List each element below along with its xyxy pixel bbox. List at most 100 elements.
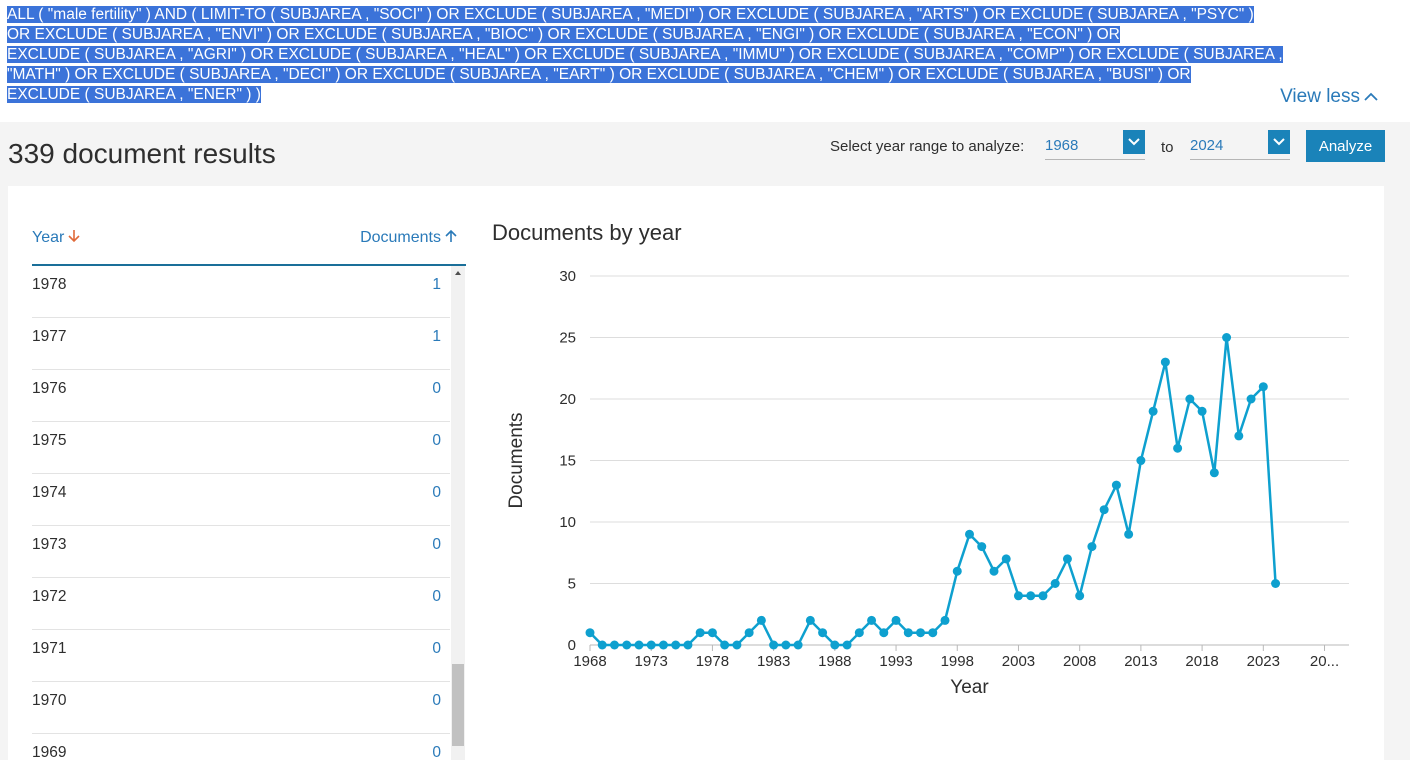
chevron-down-icon bbox=[1268, 130, 1290, 154]
documents-sort-header[interactable]: Documents bbox=[360, 228, 458, 247]
data-point bbox=[769, 640, 779, 650]
data-point bbox=[597, 640, 607, 650]
data-point bbox=[756, 615, 766, 625]
arrow-up-icon bbox=[445, 229, 457, 242]
data-point bbox=[683, 640, 693, 650]
y-tick-label: 0 bbox=[568, 637, 576, 654]
query-line: ALL ( "male fertility" ) AND ( LIMIT-TO … bbox=[7, 6, 1254, 23]
query-block: ALL ( "male fertility" ) AND ( LIMIT-TO … bbox=[0, 0, 1410, 122]
x-tick-label: 2003 bbox=[1002, 653, 1035, 670]
data-point bbox=[1062, 554, 1072, 564]
data-point bbox=[1185, 394, 1195, 404]
data-point bbox=[879, 628, 889, 638]
row-year: 1974 bbox=[32, 484, 67, 501]
data-point bbox=[744, 628, 754, 638]
y-axis-label: Documents bbox=[506, 412, 527, 508]
table-scrollbar[interactable] bbox=[451, 266, 465, 760]
row-count-link[interactable]: 0 bbox=[432, 640, 441, 657]
data-point bbox=[1075, 591, 1085, 601]
data-point bbox=[1258, 382, 1268, 392]
scrollbar-thumb[interactable] bbox=[452, 664, 464, 746]
table-row: 1976 0 bbox=[32, 370, 450, 422]
row-count-link[interactable]: 0 bbox=[432, 380, 441, 397]
results-panel: Year Documents 1978 1 1977 1 1976 0 1975 0 1… bbox=[8, 186, 1384, 760]
y-tick-label: 25 bbox=[559, 330, 576, 347]
data-point bbox=[830, 640, 840, 650]
view-less-label: View less bbox=[1280, 86, 1360, 107]
data-point bbox=[977, 542, 987, 552]
row-year: 1978 bbox=[32, 276, 67, 293]
x-tick-label: 2018 bbox=[1185, 653, 1218, 670]
y-tick-label: 5 bbox=[568, 576, 576, 593]
table-row: 1977 1 bbox=[32, 318, 450, 370]
data-point bbox=[1234, 431, 1244, 441]
data-point bbox=[1026, 591, 1036, 601]
data-point bbox=[658, 640, 668, 650]
query-line: EXCLUDE ( SUBJAREA , "ENER" ) ) bbox=[7, 86, 261, 103]
data-point bbox=[1246, 394, 1256, 404]
year-to-select[interactable]: 2024 bbox=[1190, 130, 1290, 160]
x-axis-label: Year bbox=[950, 677, 989, 698]
data-point bbox=[805, 615, 815, 625]
query-line: "MATH" ) OR EXCLUDE ( SUBJAREA , "DECI" … bbox=[7, 66, 1191, 83]
year-range-label: Select year range to analyze: bbox=[830, 138, 1025, 155]
table-row: 1973 0 bbox=[32, 526, 450, 578]
data-point bbox=[793, 640, 803, 650]
year-to-value: 2024 bbox=[1190, 137, 1224, 154]
analyze-button[interactable]: Analyze bbox=[1306, 130, 1385, 162]
data-point bbox=[1001, 554, 1011, 564]
x-tick-label: 1983 bbox=[757, 653, 790, 670]
row-count-link[interactable]: 0 bbox=[432, 588, 441, 605]
x-tick-label: 1968 bbox=[573, 653, 606, 670]
row-count-link[interactable]: 0 bbox=[432, 744, 441, 760]
table-row: 1974 0 bbox=[32, 474, 450, 526]
data-point bbox=[1111, 480, 1121, 490]
year-from-value: 1968 bbox=[1045, 137, 1079, 154]
view-less-link[interactable]: View less bbox=[1280, 86, 1378, 108]
data-point bbox=[989, 566, 999, 576]
row-year: 1969 bbox=[32, 744, 67, 760]
documents-header-label: Documents bbox=[360, 229, 441, 246]
data-point bbox=[585, 628, 595, 638]
data-point bbox=[952, 566, 962, 576]
data-point bbox=[695, 628, 705, 638]
row-count-link[interactable]: 0 bbox=[432, 484, 441, 501]
table-row: 1971 0 bbox=[32, 630, 450, 682]
row-year: 1970 bbox=[32, 692, 67, 709]
data-point bbox=[928, 628, 938, 638]
row-count-link[interactable]: 1 bbox=[432, 276, 441, 293]
y-tick-label: 30 bbox=[559, 268, 576, 285]
year-from-select[interactable]: 1968 bbox=[1045, 130, 1145, 160]
data-point bbox=[965, 529, 974, 539]
documents-series-line bbox=[589, 336, 1277, 647]
x-tick-label: 2023 bbox=[1247, 653, 1280, 670]
row-count-link[interactable]: 0 bbox=[432, 536, 441, 553]
year-sort-header[interactable]: Year bbox=[32, 228, 81, 247]
table-row: 1969 0 bbox=[32, 734, 450, 760]
data-point bbox=[646, 640, 656, 650]
row-year: 1971 bbox=[32, 640, 67, 657]
data-point bbox=[1038, 591, 1048, 601]
data-point bbox=[891, 615, 901, 625]
data-point bbox=[818, 628, 828, 638]
data-point bbox=[622, 640, 632, 650]
row-year: 1977 bbox=[32, 328, 67, 345]
year-table-header: Year Documents bbox=[32, 226, 466, 266]
row-count-link[interactable]: 1 bbox=[432, 328, 441, 345]
data-point bbox=[1209, 468, 1219, 478]
table-row: 1975 0 bbox=[32, 422, 450, 474]
data-point bbox=[1124, 529, 1134, 539]
y-tick-label: 15 bbox=[559, 453, 576, 470]
data-point bbox=[940, 615, 950, 625]
scroll-up-arrow-icon[interactable] bbox=[451, 266, 465, 280]
data-point bbox=[854, 628, 864, 638]
documents-by-year-chart: 0 5 10 15 20 25 30 1968 1973 1978 1983 1988 1993 1998… bbox=[506, 268, 1349, 698]
data-point bbox=[1197, 406, 1207, 416]
x-tick-label: 1998 bbox=[941, 653, 974, 670]
row-count-link[interactable]: 0 bbox=[432, 432, 441, 449]
data-point bbox=[1136, 456, 1146, 465]
year-table: 1978 1 1977 1 1976 0 1975 0 1974 0 1973 0 1972… bbox=[32, 266, 450, 760]
y-tick-label: 20 bbox=[559, 391, 576, 408]
data-point bbox=[1160, 357, 1170, 367]
row-count-link[interactable]: 0 bbox=[432, 692, 441, 709]
